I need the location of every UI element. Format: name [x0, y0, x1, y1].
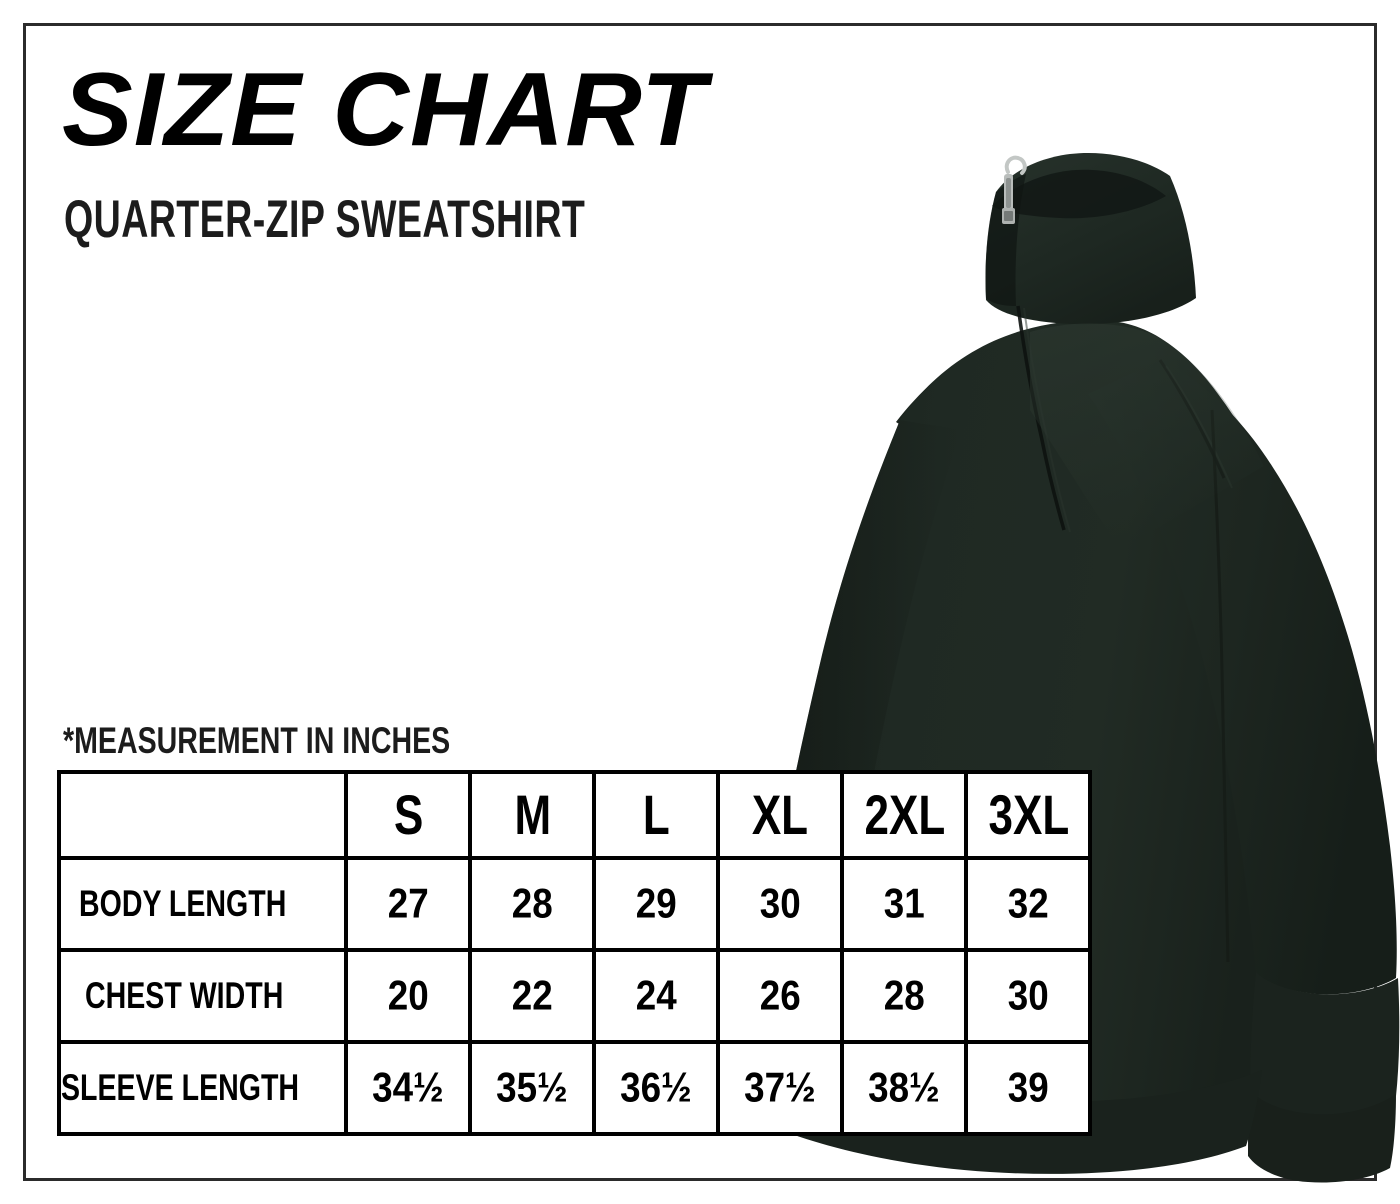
table-row-sleeve-length: SLEEVE LENGTH 34½ 35½ 36½ 37½ 38½ 39 — [56, 1040, 1093, 1136]
cell-body-length-m: 28 — [468, 856, 597, 952]
page-subtitle: QUARTER-ZIP SWEATSHIRT — [64, 188, 586, 248]
row-label-body-length: BODY LENGTH — [56, 856, 349, 952]
table-row-chest-width: CHEST WIDTH 20 22 24 26 28 30 — [56, 948, 1093, 1044]
cell-chest-width-m: 22 — [468, 948, 597, 1044]
cell-sleeve-length-xl: 37½ — [716, 1040, 845, 1136]
table-header-row: S M L XL 2XL 3XL — [56, 770, 1093, 860]
size-header-xl: XL — [716, 770, 845, 860]
row-label-sleeve-length: SLEEVE LENGTH — [56, 1040, 349, 1136]
size-header-2xl: 2XL — [840, 770, 969, 860]
cell-body-length-3xl: 32 — [964, 856, 1093, 952]
zipper-pull-icon — [1002, 155, 1027, 224]
table-corner-cell — [56, 770, 349, 860]
garment-collar — [985, 152, 1196, 325]
cell-chest-width-xl: 26 — [716, 948, 845, 1044]
garment-zip-placket — [1016, 305, 1071, 533]
page-title: SIZE CHART — [62, 52, 707, 168]
cell-chest-width-2xl: 28 — [840, 948, 969, 1044]
size-header-3xl: 3XL — [964, 770, 1093, 860]
cell-sleeve-length-3xl: 39 — [964, 1040, 1093, 1136]
row-label-chest-width: CHEST WIDTH — [56, 948, 349, 1044]
cell-body-length-s: 27 — [344, 856, 473, 952]
cell-body-length-l: 29 — [592, 856, 721, 952]
cell-chest-width-l: 24 — [592, 948, 721, 1044]
table-row-body-length: BODY LENGTH 27 28 29 30 31 32 — [56, 856, 1093, 952]
measurement-note: *MEASUREMENT IN INCHES — [63, 719, 451, 762]
cell-sleeve-length-l: 36½ — [592, 1040, 721, 1136]
cell-sleeve-length-m: 35½ — [468, 1040, 597, 1136]
size-table-container: S M L XL 2XL 3XL BODY LENGTH 27 28 29 30… — [56, 770, 1093, 1136]
size-header-s: S — [344, 770, 473, 860]
size-table: S M L XL 2XL 3XL BODY LENGTH 27 28 29 30… — [56, 770, 1093, 1136]
cell-chest-width-s: 20 — [344, 948, 473, 1044]
cell-sleeve-length-2xl: 38½ — [840, 1040, 969, 1136]
size-header-l: L — [592, 770, 721, 860]
cell-sleeve-length-s: 34½ — [344, 1040, 473, 1136]
cell-chest-width-3xl: 30 — [964, 948, 1093, 1044]
cell-body-length-xl: 30 — [716, 856, 845, 952]
poster-border-frame — [23, 23, 1377, 1181]
cell-body-length-2xl: 31 — [840, 856, 969, 952]
size-header-m: M — [468, 770, 597, 860]
